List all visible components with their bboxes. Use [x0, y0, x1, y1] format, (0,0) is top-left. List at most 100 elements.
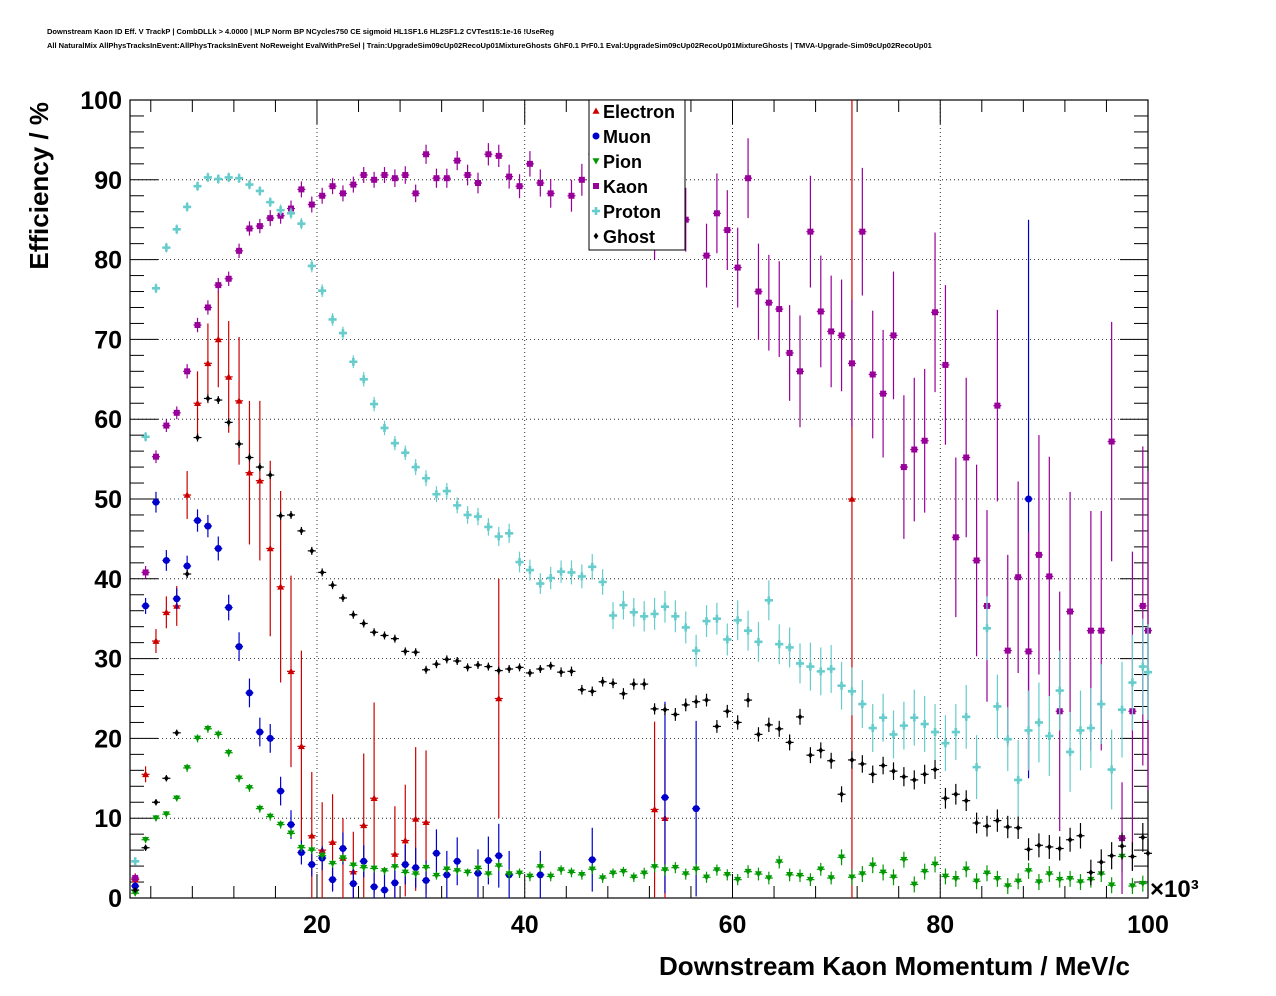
ghost-marker	[953, 791, 959, 798]
pion-point	[546, 871, 555, 882]
ghost-point	[775, 720, 784, 737]
proton-point	[619, 590, 628, 620]
electron-point	[193, 371, 202, 436]
kaon-point	[879, 329, 888, 458]
pion-point	[972, 873, 981, 890]
kaon-marker	[1015, 574, 1022, 581]
kaon-marker	[848, 360, 855, 367]
proton-marker	[754, 637, 763, 646]
muon-point	[307, 852, 316, 877]
ghost-point	[287, 510, 296, 519]
kaon-point	[546, 179, 555, 208]
pion-point	[868, 857, 877, 874]
proton-point	[131, 857, 140, 866]
series-ghost	[131, 394, 1152, 894]
proton-point	[536, 573, 545, 594]
pion-marker	[526, 873, 534, 880]
ghost-point	[889, 762, 898, 780]
electron-point	[245, 400, 254, 545]
pion-marker	[349, 862, 357, 869]
kaon-marker	[1025, 648, 1032, 655]
ghost-point	[1024, 838, 1033, 861]
muon-point	[162, 550, 171, 571]
proton-marker	[993, 702, 1002, 711]
muon-point	[432, 829, 441, 878]
pion-marker	[599, 875, 607, 882]
ghost-point	[266, 471, 275, 480]
kaon-marker	[142, 569, 149, 576]
kaon-marker	[963, 454, 970, 461]
proton-point	[712, 602, 721, 635]
kaon-point	[525, 151, 534, 177]
ghost-marker	[247, 454, 252, 461]
pion-marker	[381, 868, 388, 875]
pion-marker	[194, 735, 202, 742]
proton-marker	[141, 432, 150, 441]
ghost-point	[640, 678, 649, 690]
proton-marker	[609, 611, 618, 620]
proton-point	[224, 172, 233, 183]
pion-marker	[578, 872, 586, 879]
ghost-point	[847, 751, 856, 769]
pion-marker	[1056, 876, 1064, 884]
kaon-marker	[547, 190, 554, 197]
pion-marker	[567, 869, 575, 876]
muon-marker	[692, 805, 700, 813]
pion-marker	[796, 872, 804, 880]
ghost-marker	[818, 747, 824, 754]
muon-marker	[381, 886, 388, 894]
pion-marker	[682, 871, 690, 878]
electron-marker	[297, 742, 305, 750]
pion-point	[349, 861, 358, 870]
proton-point	[390, 435, 399, 451]
ghost-point	[525, 668, 534, 677]
series-proton	[131, 172, 1152, 866]
muon-point	[276, 776, 285, 806]
pion-point	[235, 774, 244, 783]
muon-point	[390, 866, 399, 898]
proton-marker	[1086, 724, 1095, 733]
pion-marker	[474, 865, 482, 872]
electron-marker	[235, 397, 243, 404]
ghost-point	[910, 770, 919, 790]
kaon-point	[920, 368, 929, 513]
proton-marker	[1138, 662, 1147, 671]
proton-marker	[162, 243, 171, 252]
muon-marker	[308, 860, 316, 868]
muon-point	[235, 632, 244, 661]
ghost-point	[162, 775, 171, 782]
x-tick-label: 80	[926, 911, 954, 939]
pion-marker	[536, 864, 544, 871]
ghost-point	[629, 678, 638, 690]
pion-marker	[1108, 882, 1116, 889]
muon-point	[193, 509, 202, 532]
proton-marker	[1128, 678, 1137, 687]
ghost-marker	[849, 756, 855, 764]
ghost-point	[868, 765, 877, 784]
proton-marker	[1066, 747, 1075, 756]
kaon-point	[712, 173, 721, 254]
pion-marker	[900, 856, 908, 864]
y-tick-label: 40	[94, 566, 122, 594]
ghost-marker	[402, 648, 408, 655]
ghost-point	[1097, 849, 1106, 875]
pion-marker	[993, 876, 1001, 883]
electron-marker	[391, 850, 399, 857]
electron-marker	[194, 399, 202, 407]
ghost-marker	[475, 661, 481, 669]
ghost-marker	[974, 819, 980, 827]
kaon-marker	[973, 557, 980, 564]
pion-point	[1066, 870, 1075, 887]
ghost-marker	[132, 886, 138, 894]
proton-marker	[515, 558, 524, 567]
proton-marker	[619, 601, 628, 610]
ghost-marker	[641, 680, 647, 688]
kaon-point	[141, 566, 150, 579]
proton-point	[505, 523, 514, 543]
kaon-point	[453, 151, 462, 171]
proton-point	[744, 610, 753, 651]
ghost-marker	[569, 668, 574, 675]
pion-marker	[401, 869, 409, 876]
proton-point	[1097, 664, 1106, 744]
pion-point	[619, 866, 628, 877]
